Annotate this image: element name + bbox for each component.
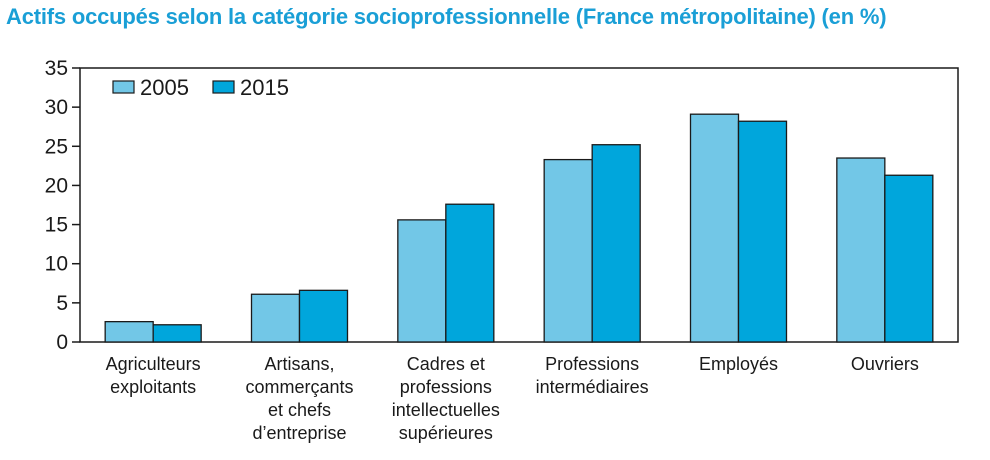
bar-2005 — [397, 219, 447, 343]
bar-2005 — [104, 320, 154, 343]
y-tick-label: 0 — [56, 331, 68, 354]
bar-2015 — [152, 324, 202, 343]
y-tick-label: 20 — [45, 174, 68, 197]
category-label-line: exploitants — [110, 377, 196, 397]
legend-label: 2015 — [240, 75, 289, 100]
category-label: Ouvriers — [851, 354, 919, 374]
legend-label: 2005 — [140, 75, 189, 100]
x-axis-labels: Agriculteurs exploitants Artisans, commerça… — [106, 354, 919, 443]
category-label: Professions intermédiaires — [536, 354, 649, 397]
chart-title: Actifs occupés selon la catégorie sociop… — [6, 4, 887, 29]
y-axis: 0 5 10 15 20 25 30 35 — [45, 57, 80, 354]
bar-2015 — [884, 174, 934, 343]
legend-swatch-2005 — [112, 80, 135, 94]
y-tick-label: 10 — [45, 253, 68, 276]
bar-2015 — [591, 144, 641, 343]
category-label-line: Ouvriers — [851, 354, 919, 374]
category-label-line: intermédiaires — [536, 377, 649, 397]
category-label-line: Agriculteurs — [106, 354, 201, 374]
y-tick-label: 5 — [56, 292, 68, 315]
bar-2015 — [298, 289, 349, 343]
legend: 2005 2015 — [112, 75, 289, 100]
category-label-line: d’entreprise — [252, 423, 346, 443]
bar-2005 — [689, 113, 740, 343]
category-label-line: professions — [400, 377, 492, 397]
category-label-line: intellectuelles — [392, 400, 500, 420]
y-tick-label: 35 — [45, 57, 68, 80]
category-label-line: supérieures — [399, 423, 493, 443]
bars — [104, 113, 934, 343]
category-label: Employés — [699, 354, 778, 374]
y-tick-label: 30 — [45, 96, 68, 119]
plot-area — [79, 67, 959, 343]
y-tick-label: 15 — [45, 214, 68, 237]
category-label-line: Employés — [699, 354, 778, 374]
bar-2015 — [737, 120, 788, 343]
bar-2005 — [836, 157, 886, 343]
bar-2005 — [250, 293, 301, 343]
category-label-line: Artisans, — [264, 354, 334, 374]
legend-swatch-2015 — [212, 80, 235, 94]
bar-2005 — [543, 158, 593, 343]
category-label: Cadres et professions intellectuelles supér… — [392, 354, 500, 443]
bar-2015 — [445, 203, 495, 343]
category-label-line: et chefs — [268, 400, 331, 420]
category-label-line: Cadres et — [407, 354, 485, 374]
category-label-line: Professions — [545, 354, 639, 374]
category-label-line: commerçants — [245, 377, 353, 397]
category-label: Artisans, commerçants et chefs d’entreprise — [245, 354, 353, 443]
category-label: Agriculteurs exploitants — [106, 354, 201, 397]
y-tick-label: 25 — [45, 135, 68, 158]
